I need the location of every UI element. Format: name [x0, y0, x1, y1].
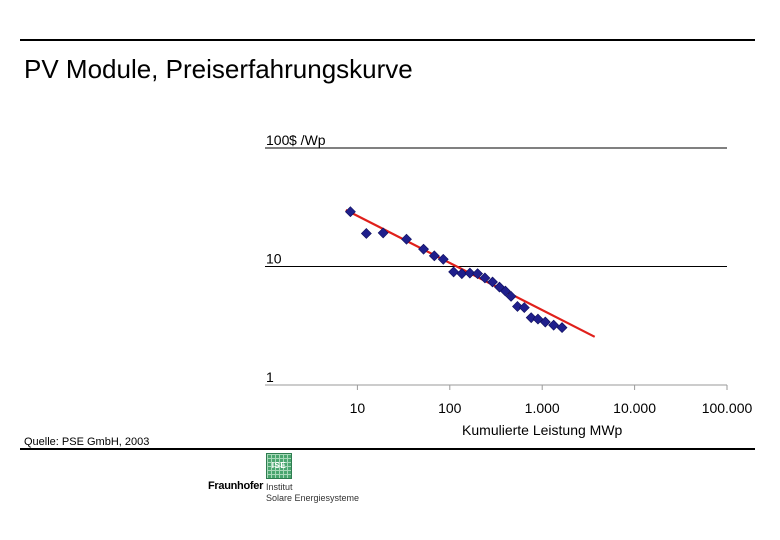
y-axis-label: $ /Wp — [289, 132, 326, 148]
x-tick-labels: 10 100 1.000 10.000 100.000 — [350, 400, 753, 416]
data-point-9 — [456, 268, 468, 280]
data-point-22 — [548, 319, 560, 331]
source-note: Quelle: PSE GmbH, 2003 — [24, 436, 150, 448]
slide-title: PV Module, Preiserfahrungskurve — [24, 54, 413, 84]
data-point-18 — [518, 302, 530, 314]
grid-layer — [265, 147, 727, 267]
x-axis — [265, 384, 728, 390]
title-rule — [20, 39, 755, 41]
data-point-2 — [360, 228, 372, 239]
institute-name: Institut Solare Energiesysteme — [266, 482, 359, 504]
logo-box-text: ISE — [271, 461, 287, 470]
data-point-23 — [556, 322, 568, 334]
x-tick-label: 10 — [350, 400, 366, 416]
data-point-21 — [539, 316, 551, 328]
data-point-15 — [500, 285, 511, 297]
institute-line-1: Institut — [266, 482, 293, 492]
y-tick-label: 100 — [266, 132, 290, 148]
data-point-11 — [472, 268, 484, 280]
data-point-8 — [448, 266, 460, 278]
data-point-7 — [437, 253, 449, 265]
institute-line-2: Solare Energiesysteme — [266, 493, 360, 503]
data-point-16 — [505, 290, 517, 302]
y-tick-labels: 100 10 1 — [266, 132, 290, 385]
x-tick-label: 10.000 — [613, 400, 656, 416]
data-point-13 — [487, 276, 498, 288]
x-tick-label: 100 — [438, 400, 462, 416]
y-tick-label: 10 — [266, 251, 282, 267]
x-tick-label: 1.000 — [525, 400, 560, 416]
footer-rule — [20, 448, 755, 450]
data-point-3 — [377, 227, 389, 239]
ise-logo-icon: ISE — [266, 453, 292, 479]
data-point-17 — [512, 301, 523, 312]
fraunhofer-logo-text: Fraunhofer — [208, 480, 264, 492]
data-point-5 — [418, 243, 429, 255]
x-axis-label: Kumulierte Leistung MWp — [462, 422, 623, 438]
x-tick-label: 100.000 — [702, 400, 753, 416]
data-point-10 — [464, 267, 476, 279]
data-points — [344, 206, 568, 334]
data-point-12 — [479, 272, 491, 284]
data-point-1 — [344, 206, 356, 218]
data-point-6 — [428, 250, 440, 262]
data-point-4 — [401, 233, 412, 245]
y-tick-label: 1 — [266, 369, 274, 385]
